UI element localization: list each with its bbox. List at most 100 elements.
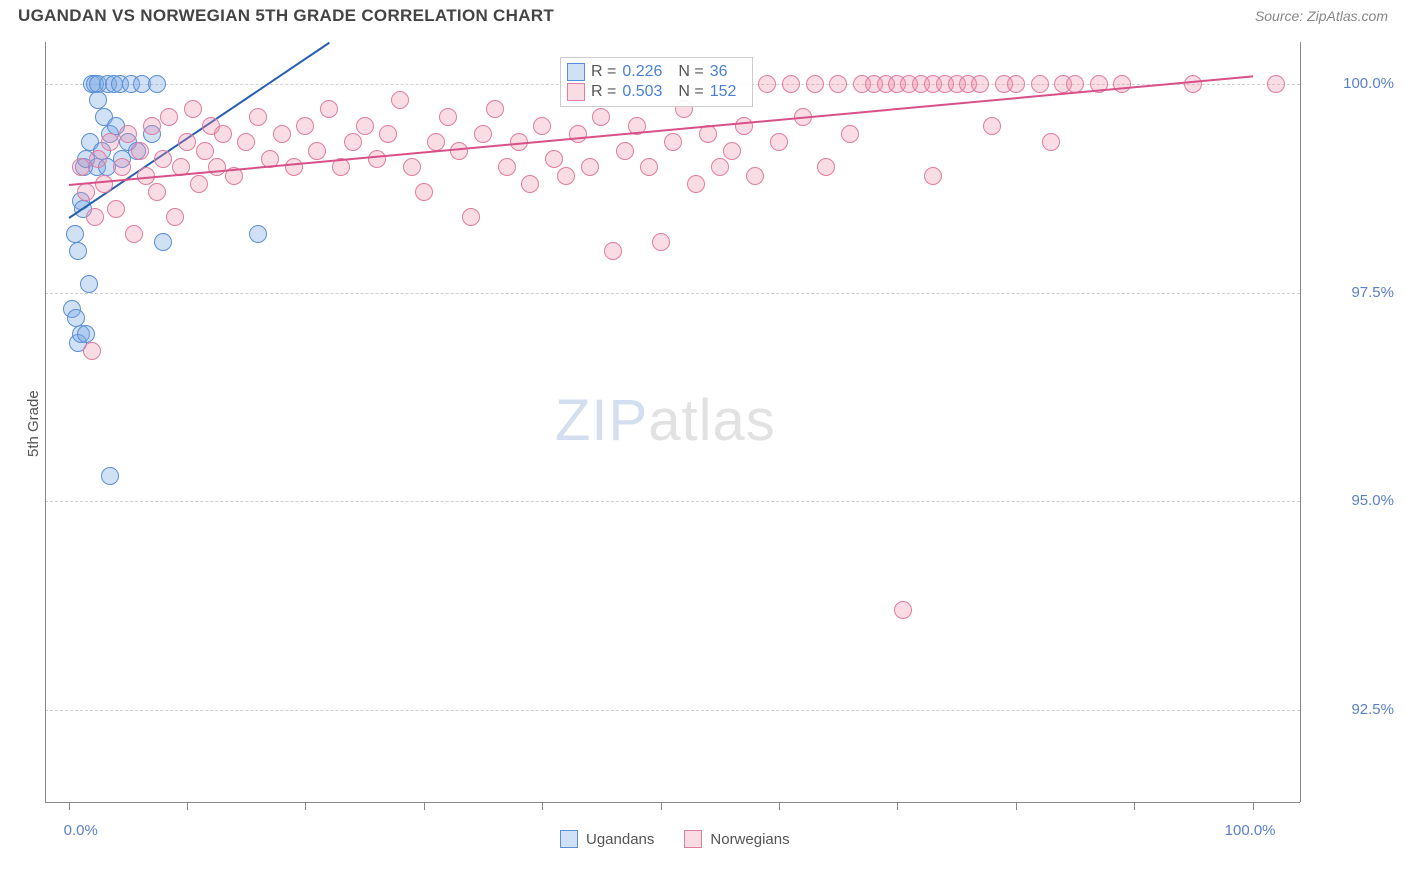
n-value: 152 bbox=[710, 83, 742, 101]
data-point bbox=[249, 225, 267, 243]
data-point bbox=[368, 150, 386, 168]
source-attribution: Source: ZipAtlas.com bbox=[1255, 8, 1388, 24]
data-point bbox=[391, 91, 409, 109]
stats-row: R =0.503N =152 bbox=[567, 82, 742, 102]
data-point bbox=[95, 175, 113, 193]
data-point bbox=[154, 150, 172, 168]
data-point bbox=[148, 75, 166, 93]
correlation-chart: 92.5%95.0%97.5%100.0%0.0%100.0%5th Grade… bbox=[0, 32, 1406, 884]
data-point bbox=[119, 125, 137, 143]
data-point bbox=[971, 75, 989, 93]
data-point bbox=[1184, 75, 1202, 93]
data-point bbox=[77, 325, 95, 343]
data-point bbox=[498, 158, 516, 176]
data-point bbox=[1066, 75, 1084, 93]
stats-box: R =0.226N =36R =0.503N =152 bbox=[560, 57, 753, 107]
data-point bbox=[770, 133, 788, 151]
data-point bbox=[735, 117, 753, 135]
data-point bbox=[160, 108, 178, 126]
data-point bbox=[687, 175, 705, 193]
data-point bbox=[166, 208, 184, 226]
data-point bbox=[841, 125, 859, 143]
watermark: ZIPatlas bbox=[555, 387, 776, 454]
data-point bbox=[486, 100, 504, 118]
y-tick-label: 100.0% bbox=[1308, 75, 1394, 92]
data-point bbox=[296, 117, 314, 135]
data-point bbox=[439, 108, 457, 126]
x-max-label: 100.0% bbox=[1225, 822, 1276, 839]
data-point bbox=[273, 125, 291, 143]
data-point bbox=[604, 242, 622, 260]
data-point bbox=[817, 158, 835, 176]
data-point bbox=[474, 125, 492, 143]
data-point bbox=[143, 117, 161, 135]
data-point bbox=[190, 175, 208, 193]
data-point bbox=[521, 175, 539, 193]
data-point bbox=[983, 117, 1001, 135]
data-point bbox=[285, 158, 303, 176]
legend-swatch bbox=[684, 830, 702, 848]
data-point bbox=[652, 233, 670, 251]
data-point bbox=[829, 75, 847, 93]
data-point bbox=[67, 309, 85, 327]
data-point bbox=[581, 158, 599, 176]
data-point bbox=[101, 467, 119, 485]
data-point bbox=[894, 601, 912, 619]
data-point bbox=[758, 75, 776, 93]
data-point bbox=[184, 100, 202, 118]
legend-item: Ugandans bbox=[560, 830, 654, 848]
x-min-label: 0.0% bbox=[64, 822, 98, 839]
data-point bbox=[616, 142, 634, 160]
data-point bbox=[249, 108, 267, 126]
data-point bbox=[427, 133, 445, 151]
data-point bbox=[379, 125, 397, 143]
data-point bbox=[196, 142, 214, 160]
data-point bbox=[1031, 75, 1049, 93]
y-axis-title: 5th Grade bbox=[25, 390, 42, 457]
stats-row: R =0.226N =36 bbox=[567, 62, 742, 82]
data-point bbox=[356, 117, 374, 135]
data-point bbox=[80, 275, 98, 293]
data-point bbox=[66, 225, 84, 243]
data-point bbox=[148, 183, 166, 201]
data-point bbox=[320, 100, 338, 118]
data-point bbox=[344, 133, 362, 151]
data-point bbox=[89, 91, 107, 109]
data-point bbox=[178, 133, 196, 151]
data-point bbox=[640, 158, 658, 176]
data-point bbox=[77, 183, 95, 201]
y-tick-label: 92.5% bbox=[1308, 701, 1394, 718]
r-value: 0.503 bbox=[622, 83, 672, 101]
data-point bbox=[131, 142, 149, 160]
data-point bbox=[557, 167, 575, 185]
r-value: 0.226 bbox=[622, 63, 672, 81]
data-point bbox=[664, 133, 682, 151]
chart-header: UGANDAN VS NORWEGIAN 5TH GRADE CORRELATI… bbox=[0, 0, 1406, 32]
data-point bbox=[1267, 75, 1285, 93]
data-point bbox=[107, 200, 125, 218]
series-swatch bbox=[567, 63, 585, 81]
data-point bbox=[1042, 133, 1060, 151]
data-point bbox=[89, 150, 107, 168]
data-point bbox=[545, 150, 563, 168]
data-point bbox=[711, 158, 729, 176]
data-point bbox=[86, 208, 104, 226]
legend-label: Norwegians bbox=[710, 831, 789, 848]
data-point bbox=[113, 158, 131, 176]
data-point bbox=[154, 233, 172, 251]
n-value: 36 bbox=[710, 63, 742, 81]
data-point bbox=[101, 133, 119, 151]
legend-item: Norwegians bbox=[684, 830, 789, 848]
series-swatch bbox=[567, 83, 585, 101]
data-point bbox=[208, 158, 226, 176]
data-point bbox=[533, 117, 551, 135]
data-point bbox=[746, 167, 764, 185]
data-point bbox=[462, 208, 480, 226]
legend: Ugandans Norwegians bbox=[560, 830, 790, 848]
data-point bbox=[72, 158, 90, 176]
data-point bbox=[415, 183, 433, 201]
data-point bbox=[592, 108, 610, 126]
data-point bbox=[308, 142, 326, 160]
data-point bbox=[782, 75, 800, 93]
chart-title: UGANDAN VS NORWEGIAN 5TH GRADE CORRELATI… bbox=[18, 6, 554, 26]
